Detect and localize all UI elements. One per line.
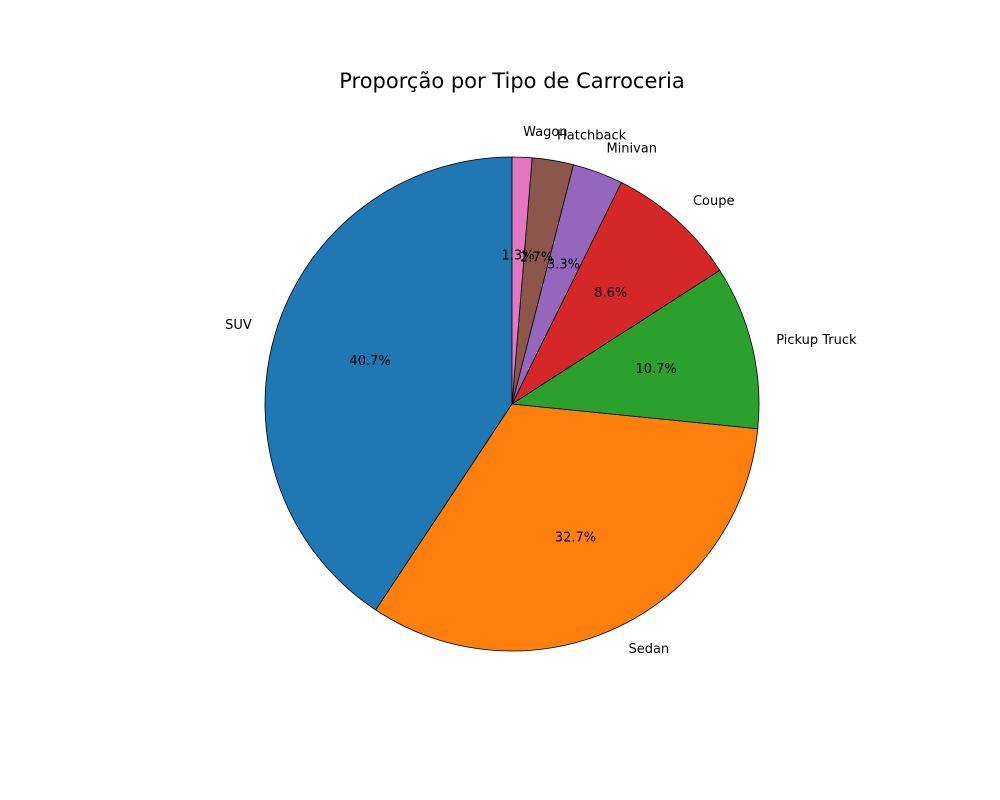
pie-category-labels: SUV Sedan Pickup Truck Coupe MinivanHatchbac… [225,125,857,657]
pct-label-wagon: 1.3% [502,248,535,263]
pie-slice-coupe [511,182,721,405]
pct-label-minivan: 3.3% [547,258,580,273]
pie-slice-pickup-truck [511,269,760,430]
category-label-minivan: Minivan [606,142,657,157]
pct-label-sedan: 32.7% [555,530,596,545]
pct-label-hatchback: 2.7% [520,250,553,265]
category-label-wagon: Wagon [523,125,567,140]
pct-label-suv: 40.7% [349,354,390,369]
category-label-pickup-truck: Pickup Truck [776,333,857,348]
category-label-suv: SUV [225,318,252,333]
pie-slice-sedan [375,403,759,652]
category-label-coupe: Coupe [693,194,735,209]
chart-title: Proporção por Tipo de Carroceria [339,69,685,93]
category-label-hatchback: Hatchback [557,129,627,144]
pct-label-coupe: 8.6% [594,286,627,301]
pct-label-pickup-truck: 10.7% [635,362,676,377]
pie-slices [264,156,760,652]
category-label-sedan: Sedan [628,642,669,657]
pie-slice-wagon [511,156,533,405]
pie-percentage-labels: 40.7% 32.7% 10.7% 8.6% 3.3%2.7%1.3% [349,248,676,545]
